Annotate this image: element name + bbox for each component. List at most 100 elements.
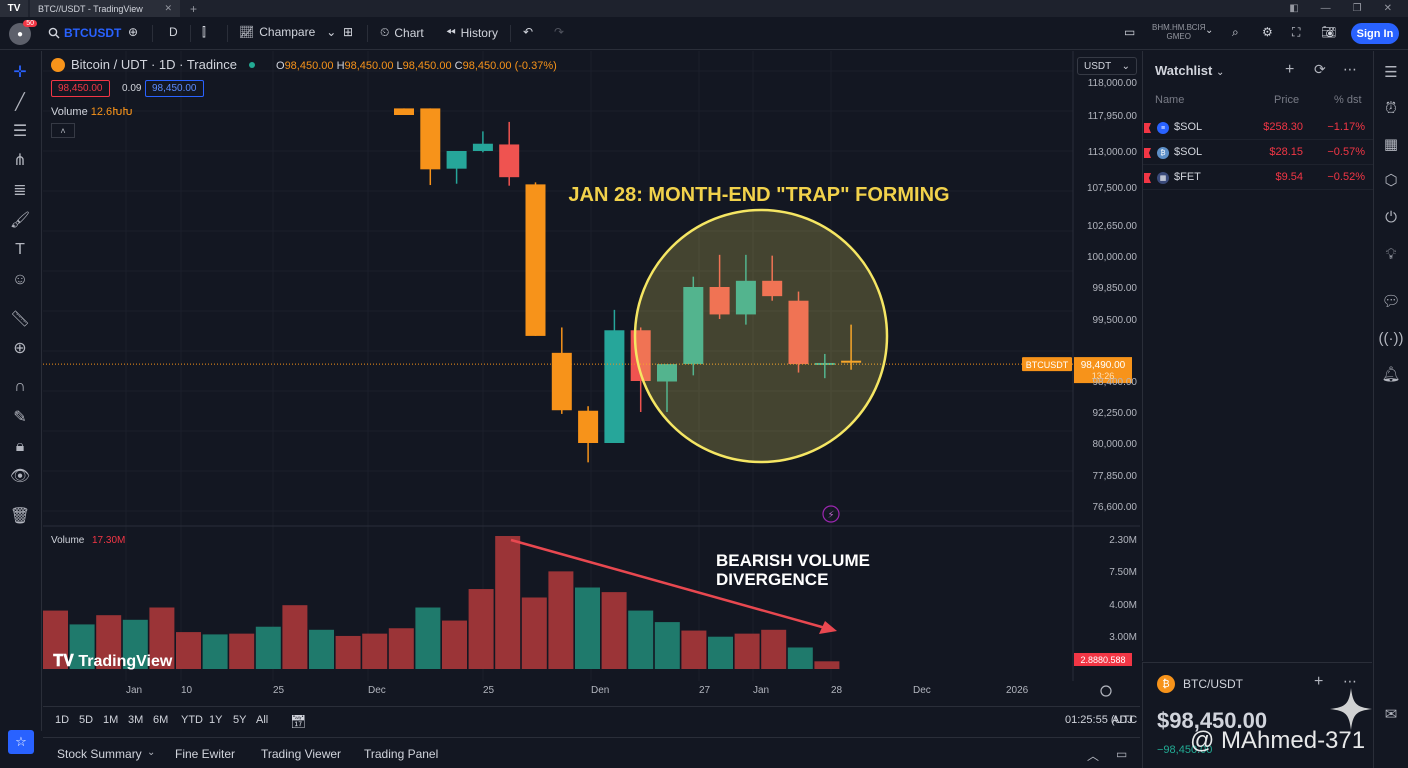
window-extension-icon[interactable]: ◧ bbox=[1289, 3, 1299, 14]
red-flag-icon[interactable] bbox=[1144, 148, 1151, 158]
window-close-icon[interactable]: ✕ bbox=[1383, 3, 1392, 14]
draw-mode-icon[interactable]: ✎ bbox=[13, 409, 27, 426]
user-avatar[interactable]: ● 50 bbox=[9, 20, 37, 45]
undo-icon[interactable]: ↶ bbox=[523, 25, 534, 39]
lock-icon[interactable]: 🔒︎ bbox=[15, 438, 25, 455]
crosshair-icon[interactable]: ✛ bbox=[13, 64, 27, 81]
add-icon[interactable]: + bbox=[1314, 673, 1324, 690]
compare-button[interactable]: 📈︎ Champare ⌄ bbox=[239, 25, 336, 39]
settings-gear-icon[interactable]: ⚙ bbox=[1262, 25, 1273, 39]
watchlist-row[interactable]: ₿ $SOL $28.15 −0.57% bbox=[1143, 141, 1373, 165]
fib-retracement-icon[interactable]: ≣ bbox=[13, 182, 27, 199]
col-change[interactable]: % dst bbox=[1334, 94, 1362, 106]
collapse-panel-icon[interactable]: ︿ bbox=[1087, 749, 1100, 763]
range-all[interactable]: All bbox=[256, 714, 269, 726]
watchlist-settings-icon[interactable]: ⟳ bbox=[1314, 61, 1326, 77]
emoji-icon[interactable]: ☺ bbox=[11, 271, 29, 288]
redo-icon[interactable]: ↷ bbox=[554, 25, 565, 39]
range-1y[interactable]: 1Y bbox=[209, 714, 223, 726]
browser-tab[interactable]: BTC//USDT - TradingView ✕ bbox=[30, 0, 180, 17]
price-axis-label: 98,400.00 bbox=[1093, 377, 1138, 388]
trend-line-icon[interactable]: ╱ bbox=[15, 94, 25, 111]
alerts-clock-icon[interactable]: ⏰︎ bbox=[1385, 99, 1397, 117]
tab-stock-summary[interactable]: Stock Summary bbox=[57, 747, 142, 761]
red-flag-icon[interactable] bbox=[1144, 173, 1151, 183]
fullscreen-icon[interactable]: ⛶ bbox=[1292, 25, 1301, 39]
text-tool-icon[interactable]: T bbox=[15, 241, 25, 258]
new-tab-icon[interactable]: + bbox=[190, 1, 198, 16]
buy-price-button[interactable]: 98,450.00 bbox=[145, 80, 204, 97]
calendar-power-icon[interactable]: ⏻ bbox=[1385, 208, 1397, 226]
history-button[interactable]: ⏪︎ History bbox=[446, 25, 498, 40]
account-switcher[interactable]: ВНМ.НМ.ВСІЯ GMEO bbox=[1152, 23, 1206, 41]
detail-symbol[interactable]: BTC/USDT bbox=[1183, 677, 1243, 691]
time-axis-label: Den bbox=[591, 685, 610, 696]
range-5y[interactable]: 5Y bbox=[233, 714, 247, 726]
streams-broadcast-icon[interactable]: ((·)) bbox=[1378, 329, 1404, 347]
tab-fine-ewiter[interactable]: Fine Ewiter bbox=[175, 747, 236, 761]
close-tab-icon[interactable]: ✕ bbox=[164, 3, 172, 13]
red-flag-icon[interactable] bbox=[1144, 123, 1151, 133]
fullscreen-window-icon[interactable]: ▭ bbox=[1124, 25, 1136, 39]
range-1m[interactable]: 1M bbox=[103, 714, 119, 726]
window-minimize-icon[interactable]: — bbox=[1320, 3, 1331, 14]
chart-button[interactable]: ⏲ Chart bbox=[380, 25, 424, 40]
watchlist-row[interactable]: ▦ $FET $9.54 −0.52% bbox=[1143, 166, 1373, 190]
volume-bar bbox=[654, 622, 680, 669]
maximize-panel-icon[interactable]: ▭ bbox=[1116, 747, 1128, 761]
tab-trading-viewer[interactable]: Trading Viewer bbox=[261, 747, 342, 761]
price-axis-label: 100,000.00 bbox=[1087, 252, 1137, 263]
volume-current-tag: 2.8880.588 bbox=[1080, 655, 1125, 665]
range-5d[interactable]: 5D bbox=[79, 714, 94, 726]
range-ytd[interactable]: YTD bbox=[181, 714, 203, 726]
price-axis-label: 107,500.00 bbox=[1087, 183, 1137, 194]
brush-icon[interactable]: 🖌︎ bbox=[9, 212, 31, 229]
sell-price-button[interactable]: 98,450.00 bbox=[51, 80, 110, 97]
range-6m[interactable]: 6M bbox=[153, 714, 169, 726]
camera-snapshot-icon[interactable]: 📷︎ bbox=[1321, 25, 1337, 39]
chevron-down-icon[interactable]: ⌄ bbox=[147, 747, 156, 758]
col-price[interactable]: Price bbox=[1274, 94, 1300, 106]
more-options-icon[interactable]: ⋯ bbox=[1343, 61, 1357, 77]
tab-trading-panel[interactable]: Trading Panel bbox=[364, 747, 439, 761]
more-options-icon[interactable]: ⋯ bbox=[1343, 673, 1357, 689]
candle-type-icon[interactable]: ⫿ bbox=[202, 25, 206, 39]
ideas-lightbulb-icon[interactable]: 💡︎ bbox=[1385, 245, 1397, 263]
notifications-bell-icon[interactable]: 🔔︎ bbox=[1381, 366, 1401, 383]
trash-icon[interactable]: 🗑︎ bbox=[9, 508, 31, 525]
window-maximize-icon[interactable]: ❐ bbox=[1352, 3, 1362, 14]
search-icon-top[interactable]: ⌕ bbox=[1232, 25, 1239, 39]
utc-time[interactable]: 01:25:55 (UTC bbox=[1065, 714, 1138, 726]
sign-in-button[interactable]: Sign In bbox=[1351, 23, 1399, 44]
ruler-icon[interactable]: 📏︎ bbox=[9, 311, 31, 328]
watchlist-row[interactable]: ≡ $SOL $258.30 −1.17% bbox=[1143, 116, 1373, 140]
add-symbol-icon[interactable]: ⊕ bbox=[128, 25, 139, 39]
chart-legend[interactable]: Bitcoin / UDT · 1D · Tradince bbox=[51, 57, 255, 72]
layout-grid-icon[interactable]: ⊞ bbox=[343, 25, 354, 39]
watchlist-title[interactable]: Watchlist ⌄ bbox=[1155, 63, 1225, 78]
adj-toggle[interactable]: ADJ bbox=[1112, 714, 1133, 726]
add-symbol-icon[interactable]: + bbox=[1285, 61, 1295, 78]
date-range-calendar-icon[interactable]: 📅︎ bbox=[290, 714, 307, 729]
collapse-legend-button[interactable]: ˄ bbox=[51, 123, 75, 138]
horizontal-lines-icon[interactable]: ☰ bbox=[12, 123, 28, 140]
watchlist-icon[interactable]: ☰ bbox=[1384, 64, 1398, 81]
pitchfork-icon[interactable]: ⋔ bbox=[13, 152, 27, 169]
price-axis-label: 117,950.00 bbox=[1088, 111, 1138, 122]
inbox-icon[interactable]: ✉ bbox=[1384, 706, 1398, 723]
zoom-icon[interactable]: ⊕ bbox=[13, 340, 27, 357]
account-chevron-icon[interactable]: ⌄ bbox=[1205, 25, 1214, 36]
hotlist-icon[interactable]: ⬡ bbox=[1384, 172, 1398, 189]
range-3m[interactable]: 3M bbox=[128, 714, 144, 726]
favorites-star-icon[interactable]: ☆ bbox=[8, 730, 34, 754]
interval-button[interactable]: D bbox=[169, 25, 178, 39]
col-name[interactable]: Name bbox=[1155, 94, 1185, 106]
visibility-eye-icon[interactable]: 👁︎ bbox=[9, 468, 31, 485]
magnet-icon[interactable]: ∩ bbox=[14, 378, 26, 395]
range-1d[interactable]: 1D bbox=[55, 714, 70, 726]
currency-select[interactable]: USDT ⌄ bbox=[1077, 57, 1137, 75]
chat-icon[interactable]: 💬︎ bbox=[1381, 293, 1401, 310]
symbol-search-button[interactable]: BTCUSDT bbox=[48, 26, 121, 40]
data-window-icon[interactable]: ▦ bbox=[1383, 136, 1399, 153]
